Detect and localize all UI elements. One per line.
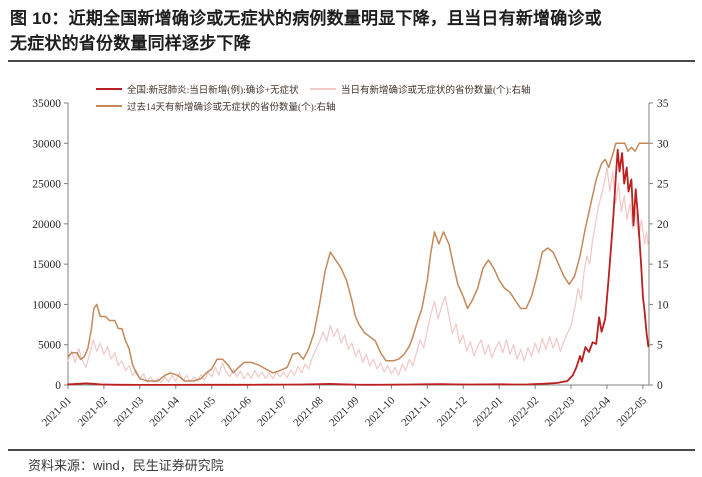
left-axis-tick-label: 0 (55, 380, 61, 392)
series-line-0 (67, 148, 650, 386)
left-axis-tick-label: 20000 (32, 219, 61, 231)
series-line-2 (67, 142, 650, 382)
series-line-1 (67, 166, 649, 384)
right-axis-tick-label: 10 (657, 299, 669, 311)
right-axis-tick-label: 20 (657, 219, 669, 231)
title-divider (8, 60, 695, 62)
x-axis-tick-label: 2021-05 (183, 394, 218, 429)
figure-title-line-2: 无症状的省份数量同样逐步下降 (10, 34, 251, 53)
x-axis-tick-label: 2021-02 (76, 395, 110, 429)
x-axis-tick-label: 2021-11 (399, 395, 433, 429)
chart-svg: 0 5000 10000 15000 20000 25000 30000 35000 0 5 10 1… (32, 98, 669, 429)
legend-item-national-cases: 全国:新冠肺炎:当日新增(例):确诊+无症状 (96, 82, 299, 96)
x-axis-tick-label: 2021-01 (40, 395, 74, 429)
chart-area: 0 5000 10000 15000 20000 25000 30000 35000 0 5 10 1… (0, 65, 702, 445)
left-axis-tick-label: 30000 (32, 138, 61, 150)
legend-line-swatch-brown (96, 105, 122, 107)
x-axis-tick-label: 2021-12 (435, 395, 469, 429)
legend-item-14day-provinces: 过去14天有新增确诊或无症状的省份数量(个):右轴 (96, 99, 335, 113)
legend-label: 全国:新冠肺炎:当日新增(例):确诊+无症状 (127, 86, 299, 96)
figure-title: 图 10：近期全国新增确诊或无症状的病例数量明显下降，且当日有新增确诊或 无症状… (10, 6, 698, 56)
x-axis-tick-label: 2021-10 (363, 394, 398, 429)
left-axis-tick-label: 25000 (32, 179, 61, 191)
x-axis-tick-label: 2021-06 (219, 394, 254, 429)
legend-label: 当日有新增确诊或无症状的省份数量(个):右轴 (341, 86, 531, 96)
x-axis-tick-label: 2021-03 (112, 394, 147, 429)
footer-divider (8, 449, 695, 451)
x-axis-tick-label: 2022-02 (507, 395, 541, 429)
legend-item-daily-provinces: 当日有新增确诊或无症状的省份数量(个):右轴 (310, 82, 530, 96)
right-axis-tick-label: 5 (657, 340, 663, 352)
x-axis-tick-label: 2022-01 (471, 395, 505, 429)
right-axis-tick-label: 0 (657, 380, 663, 392)
source-note: 资料来源：wind，民生证券研究院 (28, 458, 224, 473)
left-axis-tick-label: 35000 (32, 98, 61, 110)
legend-line-swatch-red (96, 88, 122, 90)
axis-frame (67, 103, 650, 386)
x-axis-tick-label: 2021-04 (147, 394, 182, 429)
right-axis-tick-label: 35 (657, 98, 669, 110)
x-axis-tick-label: 2022-04 (579, 394, 614, 429)
legend-line-swatch-pink (310, 88, 336, 90)
x-axis-tick-label: 2022-05 (615, 394, 650, 429)
legend-label: 过去14天有新增确诊或无症状的省份数量(个):右轴 (127, 103, 336, 113)
x-axis-tick-label: 2021-07 (255, 394, 290, 429)
x-axis-tick-label: 2021-08 (291, 394, 326, 429)
left-axis-tick-label: 10000 (32, 299, 61, 311)
x-axis-tick-label: 2021-09 (327, 394, 362, 429)
right-axis-tick-label: 30 (657, 138, 669, 150)
right-axis-tick-label: 15 (657, 259, 669, 271)
figure-title-line-1: 图 10：近期全国新增确诊或无症状的病例数量明显下降，且当日有新增确诊或 (10, 9, 602, 28)
right-axis-tick-label: 25 (657, 179, 669, 191)
left-axis-tick-label: 5000 (38, 340, 61, 352)
left-axis-tick-label: 15000 (32, 259, 61, 271)
x-axis-tick-label: 2022-03 (543, 394, 578, 429)
